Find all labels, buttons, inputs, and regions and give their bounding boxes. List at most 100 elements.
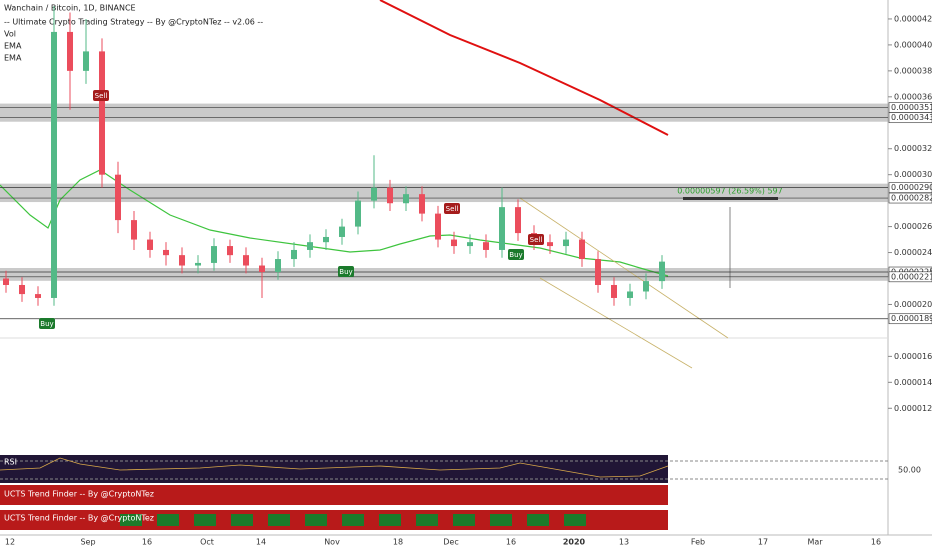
level-zone [0,103,888,122]
ema-short [0,169,669,277]
signal-box [338,266,354,277]
level-tag [888,182,932,193]
candle-body [163,249,169,256]
candle-body [435,213,441,240]
candle-body [83,51,89,71]
candle-body [35,294,41,298]
y-tick-label: 0.00001400 [894,378,932,387]
candle-body [131,220,137,240]
candle-body [355,200,361,227]
y-tick-label: 0.00003600 [894,92,932,101]
candle-body [579,239,585,260]
signal-box [528,234,544,245]
candle-body [243,255,249,266]
trend-green [416,514,438,526]
candle-body [451,239,457,247]
candle-body [419,194,425,214]
candle-body [611,284,617,298]
candle-body [499,207,505,250]
candle-body [339,226,345,237]
candle-body [387,187,393,204]
candle-body [643,281,649,292]
trend-green [268,514,290,526]
candle-body [51,31,57,298]
trend-green [305,514,327,526]
strategy: -- Ultimate Crypto Trading Strategy -- B… [4,18,263,27]
trend-label: UCTS Trend Finder -- By @CryptoNTez [4,490,154,499]
candle-body [595,259,601,285]
candle-body [403,194,409,204]
channel-line [539,277,693,369]
trend-green [120,514,142,526]
y-tick-label: 0.00002600 [894,222,932,231]
level-zone [0,268,888,281]
y-tick-label: 0.00003000 [894,170,932,179]
signal-box [508,249,524,260]
indicator: Vol [4,30,16,39]
rsi-line [0,457,669,478]
candle-body [99,51,105,175]
trend-green [231,514,253,526]
y-tick-label: 0.00001600 [894,352,932,361]
indicator: EMA [4,42,22,51]
trend-green [342,514,364,526]
x-tick-label: 17 [758,538,768,547]
candle-body [515,207,521,234]
rsi-label: RSI [4,458,17,467]
trend-green [564,514,586,526]
trend-green [453,514,475,526]
ema-long [379,0,669,136]
y-tick-label: 0.00001200 [894,404,932,413]
candle-body [67,31,73,71]
candle-body [323,236,329,243]
candle-body [291,249,297,260]
candle-body [19,284,25,295]
level-label: 0.00001890 [891,314,932,323]
candle-body [275,259,281,273]
x-tick-label: Sep [80,538,95,547]
y-tick-label: 0.00004200 [894,14,932,23]
level-label: 0.00003439 [891,113,932,122]
level-tag [888,271,932,283]
candle-body [259,265,265,273]
candle-body [195,262,201,266]
level-tag [888,112,932,124]
signal-label: Sell [530,236,543,244]
y-tick-label: 0.00004000 [894,40,932,49]
channel-line [519,197,729,339]
x-tick-label: 18 [393,538,403,547]
measure-bar [683,197,778,200]
x-tick-label: Feb [691,538,705,547]
candle-body [627,291,633,298]
signal-label: Sell [95,92,108,100]
candle-body [467,242,473,247]
signal-label: Buy [40,320,53,328]
y-tick-label: 0.00002400 [894,248,932,257]
y-tick-label: 0.00003200 [894,144,932,153]
x-tick-label: 16 [506,538,516,547]
signal-label: Buy [339,268,352,276]
x-tick-label: Dec [443,538,458,547]
candle-body [563,239,569,247]
level-zone [0,183,888,203]
level-label: 0.00002213 [891,272,932,281]
measure-label: 0.00000597 (26.59%) 597 [677,187,782,196]
trend-label: UCTS Trend Finder -- By @CryptoNTez [4,514,154,523]
candle-body [227,246,233,256]
candle-body [371,187,377,201]
candle-body [211,246,217,263]
x-tick-label: Nov [324,538,340,547]
signal-box [93,90,109,101]
trend-green [157,514,179,526]
x-tick-label: 16 [142,538,152,547]
candle-body [659,261,665,282]
x-tick-label: 13 [619,538,629,547]
signal-box [39,318,55,329]
trend-green [379,514,401,526]
candle-body [483,242,489,250]
candle-body [115,174,121,221]
